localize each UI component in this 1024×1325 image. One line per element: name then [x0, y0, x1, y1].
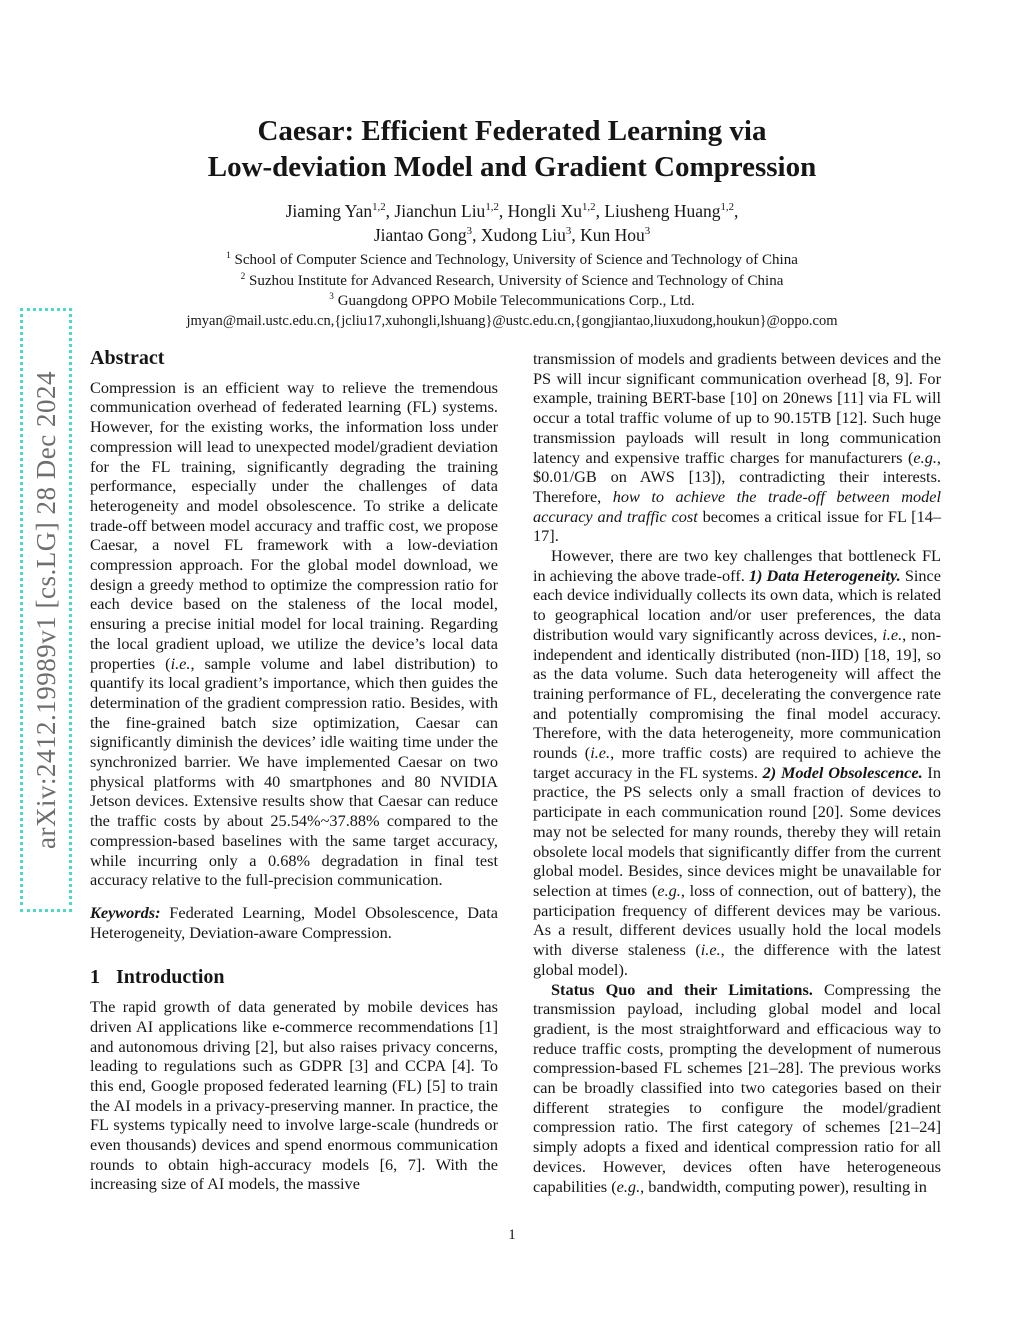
paper-title-line-1: Caesar: Efficient Federated Learning via — [257, 115, 767, 147]
paper-title-line-2: Low-deviation Model and Gradient Compres… — [207, 151, 817, 183]
section-number: 1 — [90, 966, 100, 989]
affiliation-3: 3 Guangdong OPPO Mobile Telecommunicatio… — [329, 292, 695, 309]
page-footer: 1 — [0, 1227, 1024, 1244]
introduction-paragraph: The rapid growth of data generated by mo… — [90, 997, 498, 1194]
paper-header: Caesar: Efficient Federated Learning via… — [0, 113, 1024, 330]
keywords-line: Keywords: Federated Learning, Model Obso… — [90, 902, 499, 942]
right-column: transmission of models and gradients bet… — [533, 349, 941, 1196]
page-number: 1 — [508, 1227, 516, 1243]
affiliations: 1 School of Computer Science and Technol… — [0, 250, 1024, 312]
section-title: Introduction — [116, 966, 225, 989]
authors-line-2: Jiantao Gong3, Xudong Liu3, Kun Hou3 — [373, 225, 651, 245]
body-paragraph: transmission of models and gradients bet… — [533, 349, 942, 546]
email-line: jmyan@mail.ustc.edu.cn,{jcliu17,xuhongli… — [186, 312, 838, 329]
affiliation-2: 2 Suzhou Institute for Advanced Research… — [240, 271, 784, 289]
arxiv-banner: arXiv:2412.19989v1 [cs.LG] 28 Dec 2024 — [20, 308, 72, 912]
paper-title: Caesar: Efficient Federated Learning via… — [0, 113, 1024, 185]
body-paragraph: Status Quo and their Limitations. Compre… — [533, 979, 941, 1196]
abstract-heading: Abstract — [90, 347, 165, 369]
abstract-paragraph: Compression is an efficient way to relie… — [90, 377, 498, 890]
section-heading-introduction: 1 Introduction — [90, 966, 498, 989]
arxiv-id-label: arXiv:2412.19989v1 [cs.LG] 28 Dec 2024 — [30, 371, 61, 849]
left-column: Abstract Compression is an efficient way… — [90, 347, 499, 1194]
body-paragraph: However, there are two key challenges th… — [533, 546, 941, 979]
affiliation-1: 1 School of Computer Science and Technol… — [226, 251, 798, 268]
author-list: Jiaming Yan1,2, Jianchun Liu1,2, Hongli … — [0, 199, 1024, 247]
authors-line-1: Jiaming Yan1,2, Jianchun Liu1,2, Hongli … — [285, 201, 739, 221]
